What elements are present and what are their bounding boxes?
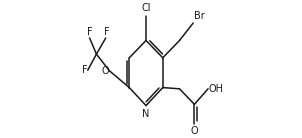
Text: Br: Br xyxy=(194,11,204,21)
Text: F: F xyxy=(87,27,92,37)
Text: F: F xyxy=(104,27,109,37)
Text: F: F xyxy=(82,65,87,75)
Text: N: N xyxy=(142,109,150,119)
Text: O: O xyxy=(191,126,198,136)
Text: Cl: Cl xyxy=(141,3,151,13)
Text: OH: OH xyxy=(209,84,224,94)
Text: O: O xyxy=(101,66,109,76)
